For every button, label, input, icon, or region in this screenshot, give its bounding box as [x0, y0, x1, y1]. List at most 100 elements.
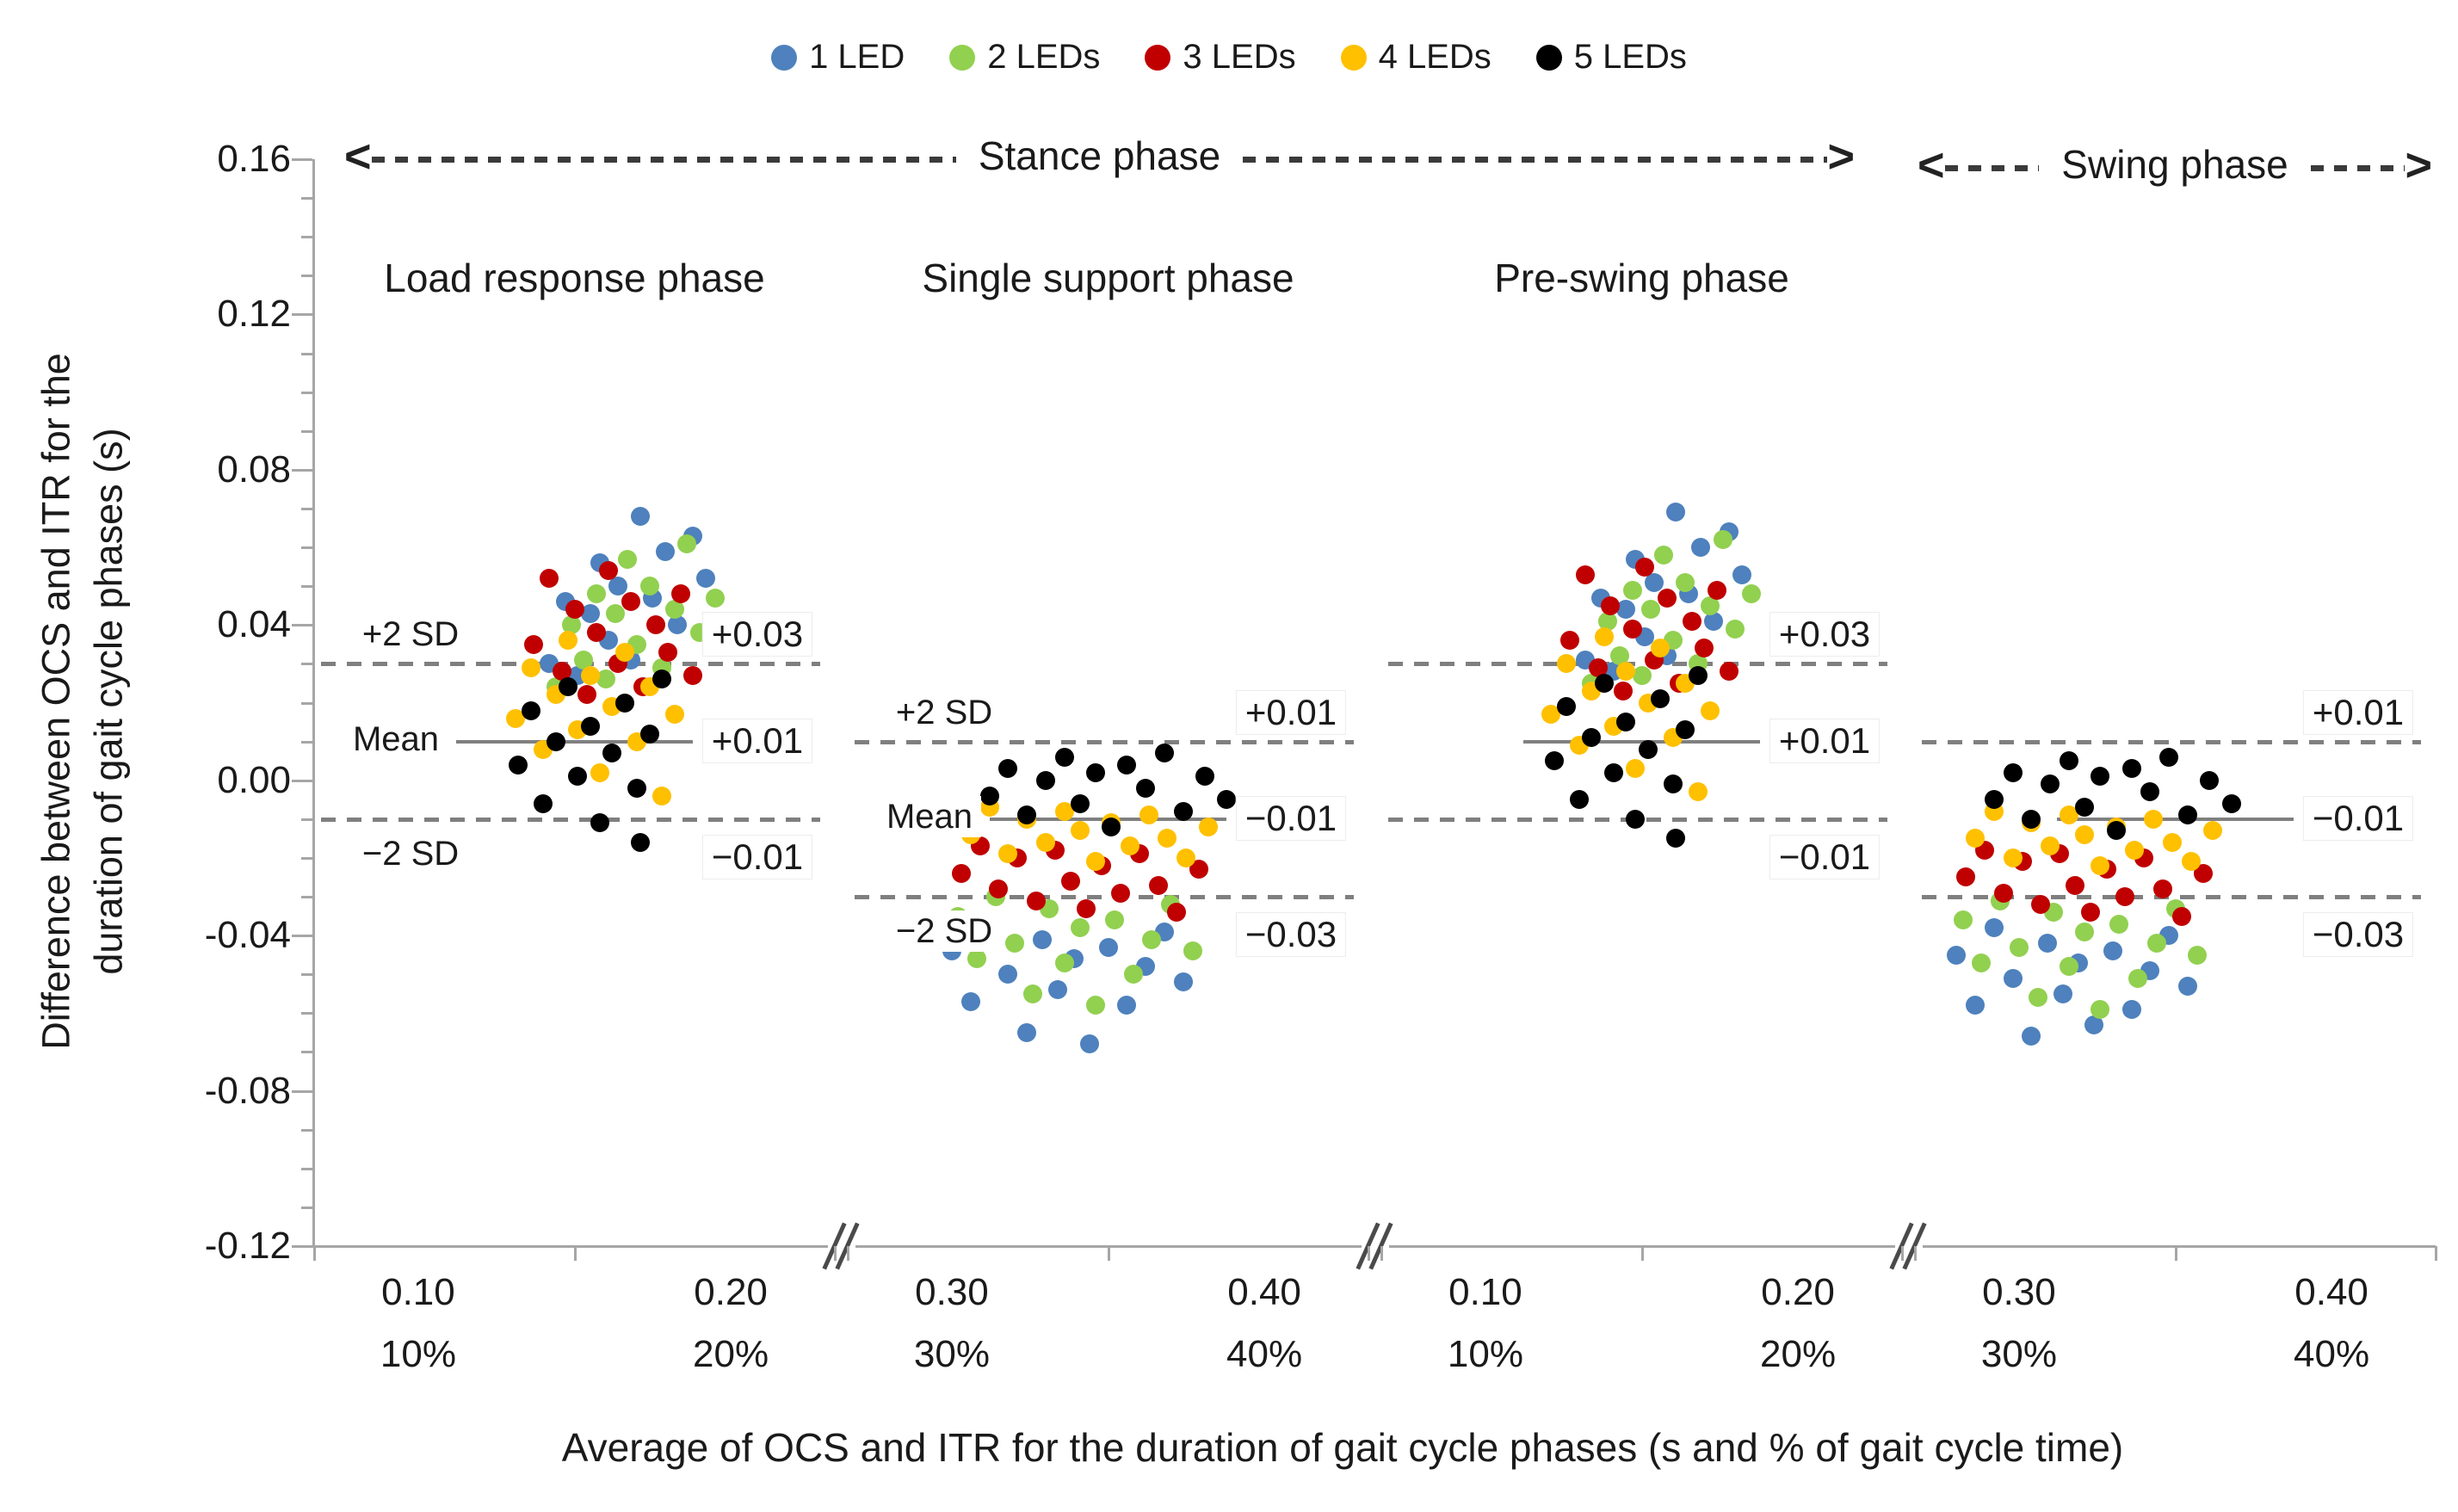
y-tick: [301, 585, 312, 589]
y-tick-label: 0.12: [217, 293, 291, 336]
data-point-2-leds: [1597, 611, 1617, 631]
data-point-3-leds: [645, 615, 665, 635]
data-point-1-led: [960, 991, 980, 1011]
y-tick: [292, 1089, 312, 1093]
data-point-5-leds: [1582, 728, 1602, 748]
data-point-5-leds: [2060, 751, 2079, 771]
data-point-4-leds: [1557, 654, 1577, 674]
data-point-4-leds: [2091, 855, 2110, 875]
arrow-left-icon: <: [344, 131, 372, 182]
y-tick: [292, 158, 312, 161]
data-point-5-leds: [1651, 688, 1671, 708]
x-tick: [2174, 1246, 2177, 1261]
y-tick: [301, 391, 312, 394]
data-point-4-leds: [1616, 662, 1636, 682]
data-point-3-leds: [1682, 611, 1701, 631]
x-tick-label-seconds: 0.40: [1227, 1271, 1301, 1313]
upper-2sd-value: +0.03: [1769, 612, 1881, 657]
data-point-5-leds: [1663, 775, 1683, 794]
data-point-5-leds: [2003, 762, 2023, 782]
data-point-3-leds: [2066, 875, 2085, 895]
data-point-4-leds: [2162, 832, 2182, 852]
data-point-5-leds: [1666, 829, 1686, 849]
data-point-3-leds: [1026, 891, 1046, 910]
data-point-1-led: [1984, 918, 2004, 938]
y-axis-title: Difference between OCS and ITR for the d…: [34, 353, 130, 1050]
y-tick: [301, 1167, 312, 1170]
legend-item: 5 LEDs: [1535, 38, 1687, 77]
legend-item: 3 LEDs: [1145, 38, 1296, 77]
x-tick: [1380, 1246, 1383, 1261]
data-point-5-leds: [1544, 751, 1564, 771]
plus-2sd-label: +2 SD: [886, 691, 1002, 733]
subphase-label: Pre-swing phase: [1494, 256, 1789, 300]
data-point-1-led: [2053, 984, 2072, 1003]
data-point-4-leds: [1139, 805, 1158, 825]
data-point-2-leds: [1741, 584, 1761, 604]
data-point-2-leds: [574, 650, 594, 670]
data-point-2-leds: [1070, 918, 1090, 938]
data-point-1-led: [2037, 934, 2057, 953]
y-tick-label: 0.04: [217, 603, 291, 646]
data-point-2-leds: [1953, 910, 1973, 930]
upper-2sd-value: +0.01: [2302, 689, 2414, 735]
dashed-line: [1944, 164, 2040, 171]
data-point-1-led: [2103, 941, 2122, 961]
minus-2sd-label: −2 SD: [353, 832, 468, 874]
data-point-5-leds: [2178, 805, 2198, 825]
data-point-2-leds: [677, 534, 697, 553]
data-point-1-led: [1616, 600, 1636, 620]
data-point-4-leds: [1966, 829, 1986, 849]
y-tick: [292, 313, 312, 317]
data-point-3-leds: [1635, 557, 1655, 577]
subphase-label: Single support phase: [922, 256, 1294, 300]
data-point-4-leds: [2181, 852, 2201, 872]
data-point-1-led: [2022, 1027, 2041, 1046]
data-point-1-led: [1666, 503, 1686, 522]
mean-label: Mean: [877, 795, 982, 837]
data-point-2-leds: [1701, 596, 1720, 615]
data-point-2-leds: [705, 588, 725, 608]
data-point-5-leds: [614, 693, 634, 713]
y-tick: [301, 1206, 312, 1209]
lower-2sd-value: −0.03: [2302, 912, 2414, 958]
data-point-5-leds: [652, 670, 672, 689]
lower-2sd-value: −0.03: [1235, 912, 1347, 958]
legend-item: 1 LED: [771, 38, 905, 77]
upper-2sd-line: [1388, 662, 1887, 667]
data-point-2-leds: [596, 670, 615, 689]
x-tick-label-percent: 30%: [1980, 1333, 2057, 1375]
data-point-4-leds: [1541, 705, 1561, 725]
legend-label: 3 LEDs: [1183, 38, 1296, 76]
data-point-5-leds: [1085, 762, 1105, 782]
data-point-5-leds: [1688, 665, 1708, 685]
data-point-5-leds: [580, 716, 600, 736]
legend: 1 LED 2 LEDs 3 LEDs 4 LEDs 5 LEDs: [0, 38, 2458, 77]
data-point-2-leds: [1622, 580, 1642, 600]
data-point-5-leds: [1984, 790, 2004, 810]
data-point-3-leds: [1588, 657, 1608, 677]
data-point-3-leds: [1695, 639, 1714, 658]
legend-label: 5 LEDs: [1573, 38, 1687, 76]
x-tick: [2435, 1246, 2437, 1261]
data-point-3-leds: [565, 600, 584, 620]
data-point-5-leds: [1557, 697, 1577, 716]
mean-line: [2057, 817, 2294, 821]
data-point-1-led: [1691, 538, 1711, 558]
minus-2sd-label: −2 SD: [886, 910, 1002, 953]
data-point-3-leds: [1707, 580, 1726, 600]
x-tick: [573, 1246, 577, 1261]
data-point-5-leds: [1017, 805, 1037, 825]
x-tick: [847, 1246, 849, 1261]
y-tick-label: -0.04: [204, 914, 291, 957]
lower-2sd-value: −0.01: [701, 834, 813, 879]
data-point-4-leds: [590, 762, 609, 782]
data-point-1-led: [1033, 929, 1053, 949]
stance-phase-arrow: < Stance phase >: [344, 131, 1855, 182]
data-point-2-leds: [2128, 968, 2147, 988]
data-point-4-leds: [1085, 852, 1105, 872]
data-point-2-leds: [1104, 910, 1124, 930]
x-tick: [1640, 1246, 1644, 1261]
x-tick-label-seconds: 0.20: [694, 1271, 768, 1313]
dashed-line: [2310, 164, 2406, 171]
